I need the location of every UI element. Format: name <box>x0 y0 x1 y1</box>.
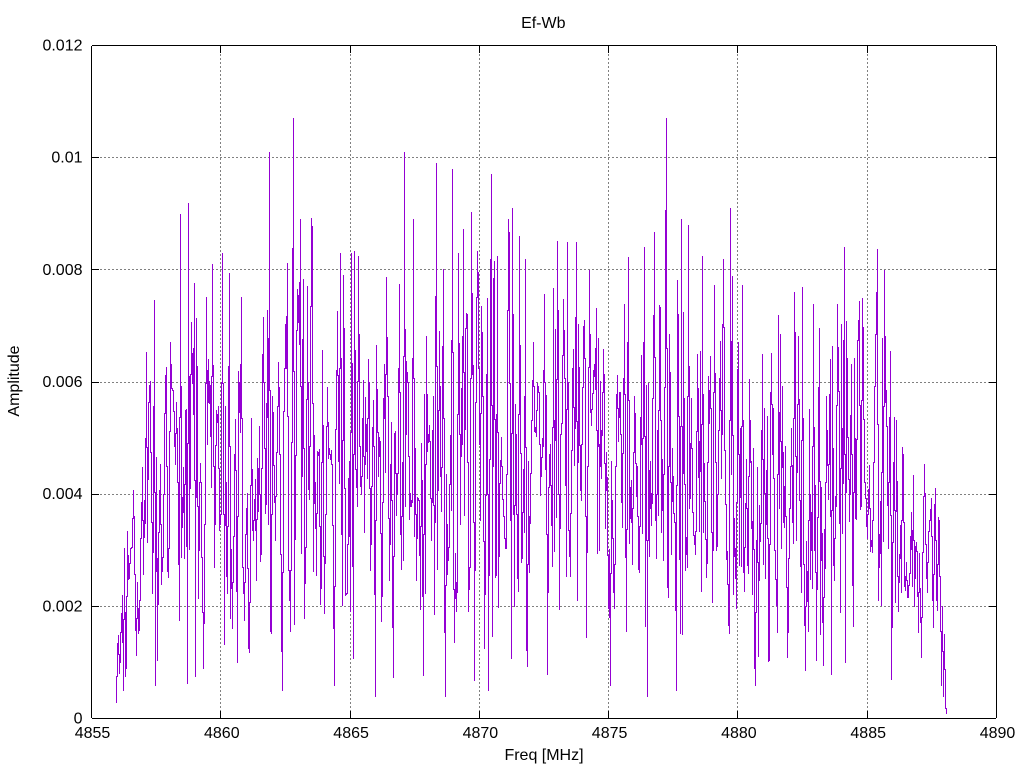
svg-text:4865: 4865 <box>333 725 369 742</box>
svg-text:0.008: 0.008 <box>42 262 82 279</box>
svg-text:4860: 4860 <box>204 725 240 742</box>
svg-text:Amplitude: Amplitude <box>6 345 23 416</box>
svg-text:4880: 4880 <box>721 725 757 742</box>
svg-text:0: 0 <box>74 711 83 728</box>
svg-text:4870: 4870 <box>463 725 499 742</box>
svg-text:4875: 4875 <box>592 725 628 742</box>
svg-text:0.004: 0.004 <box>42 486 82 503</box>
svg-text:4855: 4855 <box>75 725 111 742</box>
svg-text:Ef-Wb: Ef-Wb <box>521 15 566 32</box>
svg-text:0.002: 0.002 <box>42 598 82 615</box>
svg-text:Freq [MHz]: Freq [MHz] <box>504 747 583 764</box>
svg-text:4885: 4885 <box>850 725 886 742</box>
svg-text:0.006: 0.006 <box>42 374 82 391</box>
svg-text:4890: 4890 <box>980 725 1016 742</box>
svg-text:0.01: 0.01 <box>51 150 82 167</box>
svg-text:0.012: 0.012 <box>42 38 82 55</box>
